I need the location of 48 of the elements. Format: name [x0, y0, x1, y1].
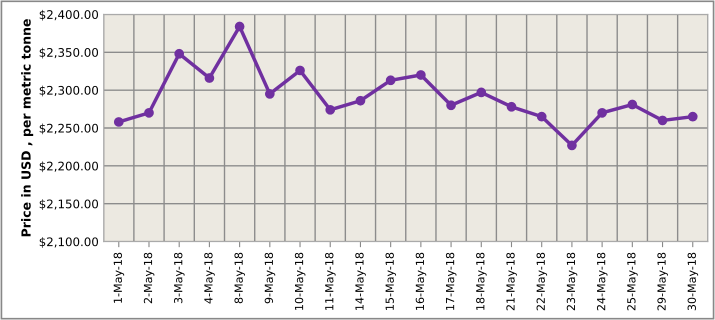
- x-tick-label: 15-May-18: [385, 252, 396, 310]
- y-tick-label: $2,250.00: [40, 124, 98, 134]
- y-tick-label: $2,300.00: [40, 86, 98, 96]
- x-tick-label: 11-May-18: [325, 252, 336, 310]
- point: [567, 140, 577, 150]
- point: [658, 116, 668, 126]
- point: [204, 73, 214, 83]
- point: [234, 22, 244, 32]
- point: [174, 48, 184, 59]
- point: [627, 100, 638, 110]
- y-tick-label: $2,150.00: [40, 199, 98, 210]
- y-axis-title: Price in USD , per metric tonne: [21, 19, 34, 236]
- y-tick-label: $2,400.00: [40, 10, 98, 21]
- x-tick-label: 29-May-18: [657, 252, 668, 310]
- y-tick-label: $2,200.00: [40, 161, 98, 172]
- y-tick-label: $2,100.00: [40, 237, 98, 248]
- x-tick-label: 30-May-18: [688, 252, 698, 310]
- x-tick-label: 24-May-18: [596, 252, 608, 310]
- x-tick-label: 23-May-18: [566, 252, 578, 310]
- point: [325, 104, 336, 115]
- x-tick-label: 10-May-18: [294, 252, 306, 310]
- point: [386, 75, 396, 86]
- point: [144, 108, 154, 118]
- point: [476, 88, 486, 98]
- x-tick-label: 16-May-18: [416, 252, 426, 310]
- point: [114, 117, 124, 127]
- point: [356, 96, 366, 106]
- point: [597, 108, 607, 118]
- y-tick-label: $2,350.00: [40, 48, 98, 58]
- point: [416, 70, 426, 80]
- x-tick-label: 3-May-18: [174, 252, 185, 304]
- point: [688, 112, 698, 122]
- point: [506, 102, 516, 112]
- x-tick-label: 18-May-18: [476, 252, 487, 310]
- x-tick-label: 2-May-18: [144, 252, 154, 304]
- x-tick-label: 22-May-18: [536, 252, 548, 310]
- point: [536, 112, 547, 122]
- x-tick-label: 9-May-18: [264, 252, 276, 304]
- point: [446, 100, 456, 110]
- point: [295, 66, 305, 76]
- x-tick-label: 25-May-18: [627, 252, 638, 310]
- x-tick-label: 4-May-18: [204, 252, 215, 304]
- x-tick-label: 8-May-18: [234, 252, 245, 304]
- x-tick-label: 1-May-18: [114, 252, 124, 303]
- point: [264, 89, 275, 99]
- x-tick-label: 17-May-18: [446, 252, 456, 310]
- x-tick-label: 14-May-18: [355, 252, 366, 310]
- x-tick-label: 21-May-18: [506, 252, 517, 310]
